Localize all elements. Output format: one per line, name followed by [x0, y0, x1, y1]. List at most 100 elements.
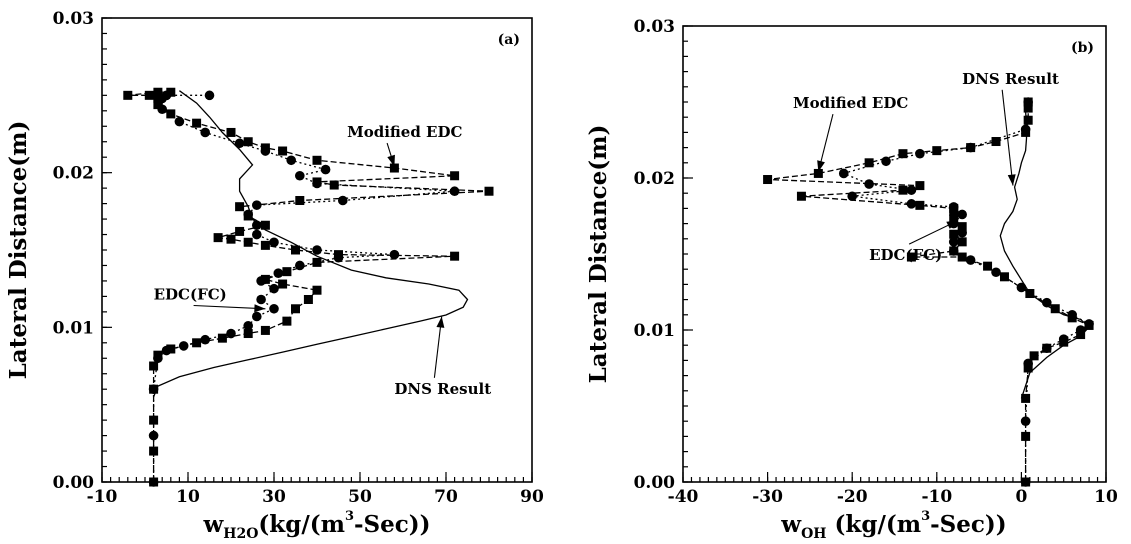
- square-marker: [389, 163, 399, 173]
- square-marker: [226, 234, 236, 244]
- circle-marker: [965, 255, 976, 265]
- annotation: EDC(FC): [869, 220, 959, 264]
- x-tick-label: 70: [434, 487, 458, 507]
- circle-marker: [957, 227, 967, 238]
- x-title-prefix: w: [202, 511, 224, 538]
- series-line: [152, 90, 469, 398]
- circle-marker: [333, 252, 344, 263]
- circle-marker: [864, 179, 874, 189]
- circle-marker: [174, 116, 185, 127]
- square-marker: [898, 149, 908, 159]
- circle-marker: [965, 142, 976, 153]
- series-line: [999, 102, 1091, 399]
- square-marker: [166, 87, 176, 97]
- square-marker: [260, 240, 270, 250]
- square-marker: [123, 90, 133, 100]
- circle-marker: [157, 104, 167, 115]
- circle-marker: [1023, 358, 1033, 369]
- circle-marker: [153, 353, 163, 364]
- circle-marker: [906, 185, 917, 195]
- x-tick-label: 50: [348, 487, 372, 507]
- square-marker: [991, 137, 1001, 147]
- circle-marker: [251, 200, 262, 210]
- square-marker: [957, 237, 967, 247]
- arrow-head: [817, 160, 825, 172]
- series-dashed-square: [763, 97, 1094, 487]
- circle-marker: [948, 237, 959, 247]
- square-marker: [312, 285, 322, 295]
- circle-marker: [1023, 97, 1033, 107]
- circle-marker: [1067, 310, 1077, 320]
- circle-marker: [200, 127, 210, 138]
- square-marker: [192, 118, 202, 128]
- annotation: DNS Result: [394, 316, 491, 398]
- square-marker: [915, 200, 925, 210]
- square-marker: [957, 222, 967, 232]
- square-marker: [484, 186, 494, 196]
- square-marker: [1021, 393, 1031, 403]
- square-marker: [312, 155, 322, 165]
- square-marker: [295, 196, 305, 206]
- circle-marker: [1075, 325, 1086, 335]
- square-marker: [957, 252, 967, 262]
- circle-marker: [906, 199, 917, 209]
- circle-marker: [251, 229, 262, 240]
- x-title-prefix: w: [780, 511, 802, 538]
- circle-marker: [269, 237, 279, 248]
- series-dotted-circle: [148, 90, 460, 487]
- series-solid-line: [152, 90, 469, 398]
- circle-marker: [338, 195, 348, 206]
- square-marker: [915, 181, 925, 191]
- square-marker: [312, 257, 322, 267]
- panel-a: -10 10 30 50 70 90 0.00 0.01 0.02 0.03 Lateral Dis…: [5, 9, 544, 542]
- square-marker: [260, 220, 270, 230]
- square-marker: [235, 202, 245, 212]
- square-marker: [153, 87, 163, 97]
- x-tick-label: -10: [87, 487, 118, 507]
- square-marker: [983, 261, 993, 271]
- circle-marker: [1084, 319, 1094, 329]
- annotation: Modified EDC: [793, 94, 908, 173]
- square-marker: [149, 361, 159, 371]
- circle-marker: [256, 276, 266, 286]
- square-marker: [1023, 103, 1033, 113]
- x-axis-title: wH2O(kg/(m3-Sec)): [202, 509, 430, 542]
- circle-marker: [295, 260, 305, 271]
- series-dotted-circle: [838, 97, 1094, 487]
- circle-marker: [269, 283, 279, 294]
- x-axis-title: wOH (kg/(m3-Sec)): [780, 509, 1006, 542]
- series-solid-line: [999, 102, 1091, 399]
- circle-marker: [948, 202, 959, 212]
- square-marker: [1029, 351, 1039, 361]
- circle-marker: [234, 138, 245, 149]
- circle-marker: [161, 345, 172, 356]
- circle-marker: [449, 186, 460, 197]
- circle-marker: [226, 328, 236, 339]
- annotation-text: EDC(FC): [869, 246, 942, 264]
- y-tick-label: 0.01: [634, 321, 675, 341]
- annotation-text: DNS Result: [962, 70, 1059, 88]
- circle-marker: [312, 178, 322, 189]
- y-tick-label: 0.00: [53, 473, 95, 493]
- square-marker: [166, 109, 176, 119]
- circle-marker: [915, 148, 925, 159]
- y-tick-label: 0.02: [634, 169, 675, 189]
- series-line: [841, 101, 1091, 482]
- annotation-text: Modified EDC: [793, 94, 908, 112]
- circle-marker: [948, 246, 959, 256]
- circle-marker: [838, 168, 849, 179]
- square-marker: [796, 191, 806, 201]
- square-marker: [813, 168, 823, 178]
- square-marker: [235, 226, 245, 236]
- square-marker: [450, 251, 460, 261]
- panel-label: (a): [498, 32, 520, 48]
- square-marker: [260, 325, 270, 335]
- circle-marker: [881, 156, 891, 167]
- arrow-head: [254, 304, 266, 313]
- square-marker: [898, 185, 908, 195]
- circle-marker: [251, 220, 262, 231]
- y-axis-title: Lateral Distance(m): [585, 125, 612, 384]
- square-marker: [153, 100, 163, 110]
- circle-marker: [260, 146, 271, 156]
- square-marker: [243, 329, 253, 339]
